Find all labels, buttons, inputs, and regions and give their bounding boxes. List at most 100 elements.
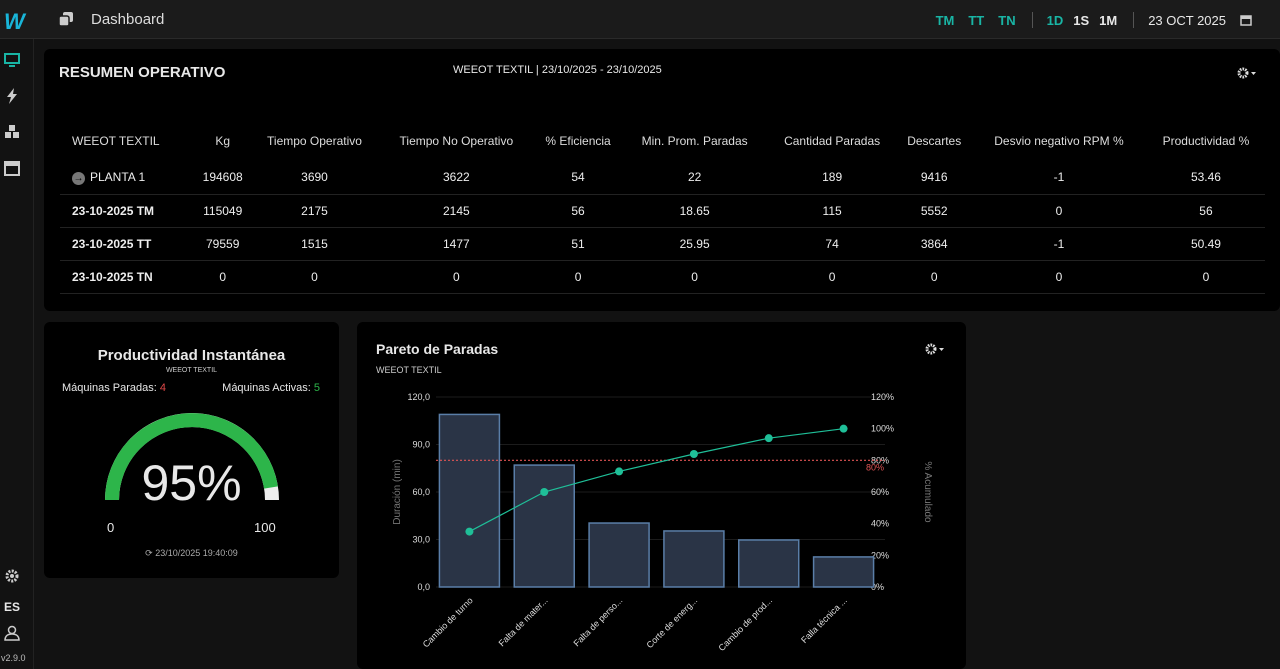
y2-tick-label: 120% bbox=[871, 392, 894, 402]
page-title: Dashboard bbox=[91, 11, 165, 28]
table-cell: 22 bbox=[622, 161, 767, 195]
column-header: Descartes bbox=[907, 134, 962, 148]
cell-text: 50.49 bbox=[1190, 236, 1221, 251]
table-cell: 0 bbox=[970, 260, 1147, 294]
cell-text: 1477 bbox=[442, 236, 470, 251]
bar bbox=[588, 522, 650, 588]
cell-text: 2175 bbox=[301, 203, 328, 218]
table-row[interactable]: → PLANTA 1 194608 3690 3622 54 22 189 9416 -1 53.4… bbox=[60, 161, 1265, 195]
arrow-right-icon[interactable]: → bbox=[72, 171, 85, 185]
refresh-icon[interactable]: ⟳ bbox=[145, 548, 153, 558]
shift-tm[interactable]: TM bbox=[935, 12, 955, 28]
threshold-label: 80% bbox=[866, 462, 884, 472]
table-cell: 194608 bbox=[195, 161, 250, 195]
cell-text: 0 bbox=[574, 269, 582, 284]
settings-dropdown-icon[interactable] bbox=[1237, 67, 1257, 79]
table-cell: 0 bbox=[622, 260, 767, 294]
pareto-card: Pareto de Paradas WEEOT TEXTIL 0,0 30,0 60… bbox=[357, 322, 966, 669]
table-cell: 25.95 bbox=[622, 227, 767, 261]
paradas-count: 4 bbox=[159, 382, 166, 394]
y-tick-label: 90,0 bbox=[412, 440, 430, 450]
activas-label: Máquinas Activas: bbox=[222, 382, 311, 394]
table-cell: 189 bbox=[766, 161, 898, 195]
calendar-icon[interactable] bbox=[1240, 14, 1252, 26]
settings-dropdown-icon[interactable] bbox=[925, 343, 945, 355]
table-cell: 0 bbox=[1146, 260, 1265, 294]
paradas-label: Máquinas Paradas: bbox=[62, 382, 157, 394]
y2-tick-label: 0% bbox=[871, 582, 884, 592]
table-row: 23-10-2025 TN 0 0 0 0 0 0 0 0 0 bbox=[60, 260, 1265, 294]
shift-tt[interactable]: TT bbox=[968, 12, 985, 28]
x-tick-label: Cambio de turno bbox=[421, 595, 475, 649]
y-tick-label: 60,0 bbox=[412, 487, 430, 497]
productividad-card: Productividad Instantánea WEEOT TEXTIL M… bbox=[44, 322, 339, 578]
date-picker[interactable]: 23 OCT 2025 bbox=[1148, 12, 1226, 28]
cell-text: -1 bbox=[1053, 170, 1065, 185]
bar bbox=[738, 539, 800, 588]
table-cell: 2145 bbox=[379, 194, 534, 228]
cumulative-point bbox=[465, 527, 474, 536]
range-1m[interactable]: 1M bbox=[1099, 12, 1118, 28]
cumulative-point bbox=[839, 424, 848, 433]
activas-count: 5 bbox=[313, 382, 320, 394]
productivity-gauge bbox=[105, 413, 279, 501]
table-cell: 54 bbox=[533, 161, 623, 195]
cell-text: 3690 bbox=[301, 170, 328, 185]
table-cell: 5552 bbox=[897, 194, 971, 228]
chart-subtitle: WEEOT TEXTIL bbox=[376, 365, 442, 375]
cumulative-point bbox=[689, 450, 698, 458]
y-axis-label: Duración (min) bbox=[392, 459, 403, 525]
cell-text: 56 bbox=[1199, 203, 1213, 218]
table-cell: -1 bbox=[970, 227, 1147, 261]
resumen-card: RESUMEN OPERATIVO WEEOT TEXTIL | 23/10/2… bbox=[44, 49, 1280, 311]
cell-text: 115049 bbox=[203, 203, 243, 218]
bar bbox=[663, 530, 725, 588]
cell-text: 0 bbox=[219, 269, 227, 284]
table-cell: 115 bbox=[766, 194, 898, 228]
table-cell: 56 bbox=[1146, 194, 1265, 228]
cell-text: 0 bbox=[828, 269, 836, 284]
cell-text: 22 bbox=[687, 170, 702, 185]
bar bbox=[513, 464, 575, 588]
table-cell: 1477 bbox=[379, 227, 534, 261]
range-1s[interactable]: 1S bbox=[1073, 12, 1090, 28]
cell-text: 51 bbox=[571, 236, 585, 251]
y-tick-label: 120,0 bbox=[407, 392, 430, 402]
calendar-icon[interactable] bbox=[4, 160, 20, 176]
bar bbox=[438, 413, 501, 588]
language-selector[interactable]: ES bbox=[4, 600, 21, 614]
cell-text: 189 bbox=[822, 170, 843, 185]
version: v2.9.0 bbox=[1, 653, 26, 663]
cell-text: 23-10-2025 TN bbox=[72, 269, 153, 284]
monitor-icon[interactable] bbox=[4, 52, 20, 68]
bar bbox=[812, 556, 875, 588]
sidebar: ES v2.9.0 bbox=[0, 39, 34, 669]
table-cell: 0 bbox=[897, 260, 971, 294]
column-header: % Eficiencia bbox=[545, 134, 611, 148]
bolt-icon[interactable] bbox=[4, 88, 20, 104]
pareto-chart: 0,0 30,0 60,0 90,0 120,0 0% 20% 40% 60% 80% 100% 12… bbox=[392, 392, 933, 653]
gear-icon[interactable] bbox=[4, 568, 20, 584]
table-cell: 79559 bbox=[195, 227, 250, 261]
row-label: → PLANTA 1 bbox=[60, 161, 196, 195]
table-cell: 0 bbox=[195, 260, 250, 294]
user-icon[interactable] bbox=[4, 625, 20, 641]
range-1d[interactable]: 1D bbox=[1046, 12, 1064, 28]
table-cell: 3690 bbox=[249, 161, 380, 195]
cubes-icon[interactable] bbox=[4, 124, 20, 140]
cell-text: 194608 bbox=[202, 170, 243, 185]
cumulative-point bbox=[540, 488, 549, 496]
table-cell: 56 bbox=[533, 194, 623, 228]
chart-title: Pareto de Paradas bbox=[376, 341, 499, 357]
table-cell: 0 bbox=[766, 260, 898, 294]
shift-tn[interactable]: TN bbox=[998, 12, 1016, 28]
column-header: Tiempo No Operativo bbox=[399, 134, 514, 148]
table-cell: 0 bbox=[970, 194, 1147, 228]
y-tick-label: 30,0 bbox=[412, 535, 430, 545]
cell-text: 25.95 bbox=[679, 236, 710, 251]
cumulative-point bbox=[615, 467, 624, 476]
table-cell: 9416 bbox=[897, 161, 971, 195]
logo[interactable]: W bbox=[4, 9, 25, 34]
cell-text: 0 bbox=[311, 269, 318, 284]
table-cell: 74 bbox=[766, 227, 898, 261]
